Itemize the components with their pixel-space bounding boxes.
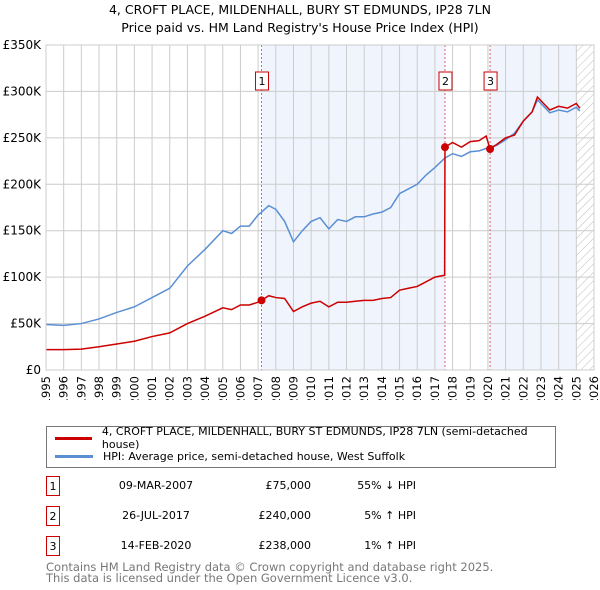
- x-tick-label: 1999: [110, 376, 124, 400]
- shaded-period: [261, 45, 445, 370]
- transaction-row: 1 09-MAR-2007 £75,000 55% ↓ HPI: [46, 476, 446, 496]
- legend-item-hpi: HPI: Average price, semi-detached house,…: [55, 448, 405, 464]
- x-tick-label: 2012: [340, 376, 354, 400]
- transaction-number: 3: [46, 536, 60, 556]
- x-tick-label: 2024: [552, 376, 566, 400]
- sale-point: [486, 145, 495, 153]
- legend-swatch-blue: [55, 454, 93, 458]
- sale-point: [257, 296, 266, 305]
- y-tick-label: £300K: [3, 84, 43, 98]
- x-tick-label: 2021: [499, 376, 513, 400]
- legend-swatch-red: [55, 436, 92, 440]
- legend: 4, CROFT PLACE, MILDENHALL, BURY ST EDMU…: [46, 425, 556, 468]
- x-tick-label: 2003: [180, 376, 194, 400]
- legend-label: HPI: Average price, semi-detached house,…: [103, 449, 406, 463]
- x-tick-label: 2001: [145, 376, 159, 400]
- sale-marker-label: 1: [258, 75, 265, 88]
- x-tick-label: 1998: [92, 376, 106, 400]
- x-tick-label: 2005: [216, 376, 230, 400]
- transaction-hpi-diff: 55% ↓ HPI: [357, 479, 416, 492]
- y-tick-label: £350K: [3, 38, 43, 52]
- sale-point: [440, 143, 449, 152]
- x-tick-label: 2026: [587, 376, 600, 400]
- x-tick-label: 2011: [322, 376, 336, 400]
- transaction-number: 1: [46, 476, 60, 496]
- x-tick-label: 2007: [251, 376, 265, 400]
- x-tick-label: 2020: [481, 376, 495, 400]
- x-tick-label: 2010: [304, 376, 318, 400]
- transaction-price: £75,000: [265, 479, 312, 492]
- transaction-hpi-diff: 1% ↑ HPI: [364, 539, 416, 552]
- transaction-row: 3 14-FEB-2020 £238,000 1% ↑ HPI: [46, 536, 446, 556]
- y-tick-label: £50K: [10, 317, 42, 331]
- footer-copyright: Contains HM Land Registry data © Crown c…: [46, 560, 494, 574]
- chart-subtitle: Price paid vs. HM Land Registry's House …: [121, 20, 479, 35]
- series-line: [45, 98, 581, 327]
- x-tick-label: 2023: [534, 376, 548, 400]
- legend-label: 4, CROFT PLACE, MILDENHALL, BURY ST EDMU…: [101, 425, 528, 451]
- x-tick-label: 2016: [410, 376, 424, 400]
- y-tick-label: £250K: [3, 131, 43, 145]
- y-tick-label: £100K: [3, 270, 43, 284]
- transaction-row: 2 26-JUL-2017 £240,000 5% ↑ HPI: [46, 506, 446, 526]
- x-tick-label: 2017: [428, 376, 442, 400]
- x-tick-label: 2008: [269, 376, 283, 400]
- shaded-period: [490, 45, 577, 370]
- transaction-date: 14-FEB-2020: [120, 539, 192, 552]
- transaction-price: £240,000: [258, 509, 312, 522]
- sale-marker-box: [483, 71, 498, 91]
- x-tick-label: 1997: [74, 376, 88, 400]
- sale-marker-box: [254, 71, 269, 91]
- sale-marker-label: 3: [487, 75, 494, 88]
- x-tick-label: 2002: [163, 376, 177, 400]
- y-tick-label: £0: [26, 363, 41, 377]
- x-tick-label: 2006: [233, 376, 247, 400]
- transaction-hpi-diff: 5% ↑ HPI: [364, 509, 416, 522]
- transaction-number: 2: [46, 506, 60, 526]
- y-tick-label: £200K: [3, 177, 43, 191]
- forecast-hatch: [576, 45, 594, 370]
- chart-title: 4, CROFT PLACE, MILDENHALL, BURY ST EDMU…: [108, 2, 491, 17]
- x-tick-label: 2018: [446, 376, 460, 400]
- x-tick-label: 2009: [286, 376, 300, 400]
- series-line: [46, 95, 581, 351]
- x-tick-label: 2004: [198, 376, 212, 400]
- transaction-price: £238,000: [258, 539, 312, 552]
- y-tick-label: £150K: [3, 224, 43, 238]
- x-tick-label: 1996: [57, 376, 71, 400]
- x-tick-label: 2014: [375, 376, 389, 400]
- x-tick-label: 1995: [39, 376, 53, 400]
- price-chart: 1995 1996 1997 1998 1999 2000 2001 2002 2003 2004…: [3, 38, 600, 400]
- x-tick-label: 2013: [357, 376, 371, 400]
- transaction-date: 09-MAR-2007: [118, 479, 194, 492]
- sale-marker-box: [438, 71, 453, 91]
- legend-item-property: 4, CROFT PLACE, MILDENHALL, BURY ST EDMU…: [55, 425, 555, 451]
- footer-licence: This data is licensed under the Open Gov…: [46, 571, 413, 585]
- x-tick-label: 2025: [569, 376, 583, 400]
- x-tick-label: 2000: [127, 376, 141, 400]
- x-tick-label: 2022: [516, 376, 530, 400]
- x-tick-label: 2015: [393, 376, 407, 400]
- x-tick-label: 2019: [463, 376, 477, 400]
- plot-frame: [45, 44, 595, 371]
- sale-marker-label: 2: [442, 75, 449, 88]
- transaction-date: 26-JUL-2017: [122, 509, 190, 522]
